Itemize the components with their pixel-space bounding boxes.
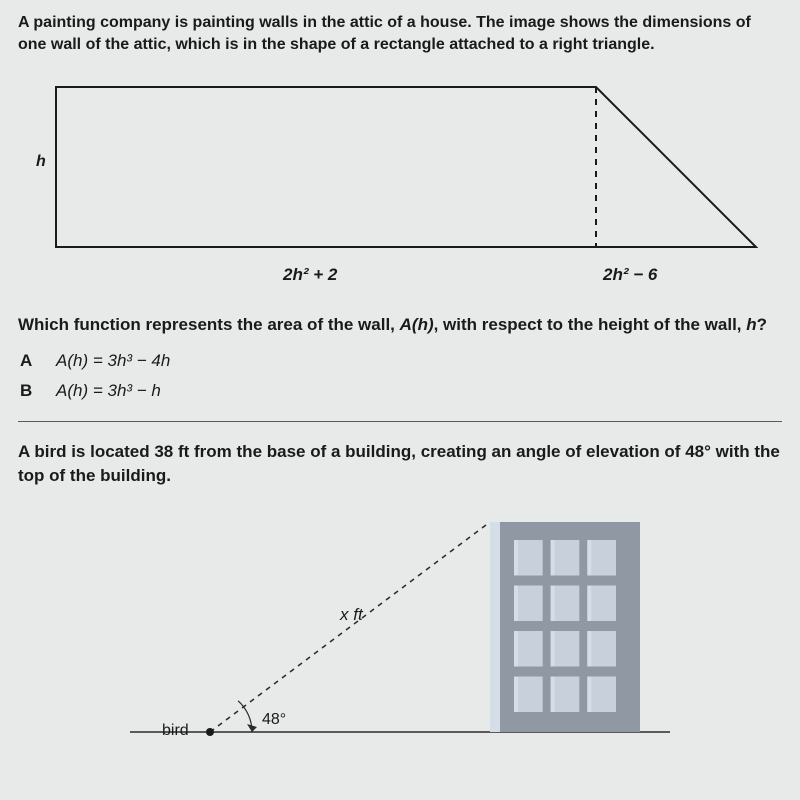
q1-question: Which function represents the area of th…	[18, 315, 782, 335]
option-a-formula: A(h) = 3h³ − 4h	[56, 351, 170, 371]
option-a-letter: A	[20, 351, 38, 371]
svg-text:48°: 48°	[262, 711, 286, 728]
q1-fn: A(h)	[400, 315, 434, 334]
option-b-formula: A(h) = 3h³ − h	[56, 381, 161, 401]
option-a[interactable]: A A(h) = 3h³ − 4h	[20, 351, 782, 371]
height-label: h	[36, 153, 46, 171]
attic-shape: h	[38, 77, 758, 257]
question-divider	[18, 421, 782, 422]
svg-text:x ft: x ft	[339, 605, 364, 624]
option-b[interactable]: B A(h) = 3h³ − h	[20, 381, 782, 401]
q1-options: A A(h) = 3h³ − 4h B A(h) = 3h³ − h	[20, 351, 782, 401]
option-b-letter: B	[20, 381, 38, 401]
q1-question-post: ?	[757, 315, 767, 334]
bird-building-scene: x ft 48° bird	[40, 502, 760, 752]
q1-var: h	[746, 315, 756, 334]
dimension-labels: 2h² + 2 2h² − 6	[38, 265, 758, 293]
svg-text:bird: bird	[162, 722, 189, 739]
q2-text: A bird is located 38 ft from the base of…	[18, 440, 782, 488]
tri-base-label: 2h² − 6	[603, 265, 657, 285]
q1-question-pre: Which function represents the area of th…	[18, 315, 400, 334]
q1-question-mid: , with respect to the height of the wall…	[434, 315, 747, 334]
rect-base-label: 2h² + 2	[283, 265, 337, 285]
q1-intro: A painting company is painting walls in …	[18, 12, 782, 55]
